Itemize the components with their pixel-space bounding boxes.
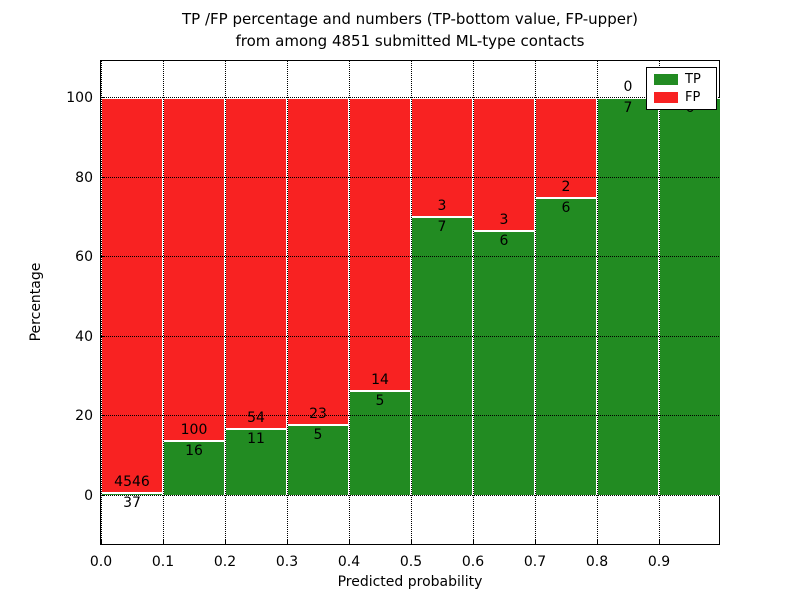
- fp-count-label: 0: [623, 79, 633, 95]
- x-tick: [535, 540, 536, 544]
- x-tick: [163, 540, 164, 544]
- bar-segment-tp: [597, 98, 659, 496]
- x-tick: [411, 540, 412, 544]
- legend-swatch-tp: [654, 74, 678, 85]
- y-tick-label: 0: [84, 488, 93, 504]
- x-tick: [101, 540, 102, 544]
- chart-title: TP /FP percentage and numbers (TP-bottom…: [100, 8, 720, 52]
- fp-count-label: 2: [561, 178, 571, 195]
- x-axis-label: Predicted probability: [337, 574, 483, 590]
- tp-count-label: 11: [247, 430, 265, 447]
- fp-count-label: 100: [180, 422, 208, 439]
- x-tick: [597, 540, 598, 544]
- y-gridline: [101, 256, 719, 258]
- y-tick: [101, 335, 105, 337]
- y-tick: [101, 415, 105, 417]
- y-tick-label: 20: [75, 408, 93, 425]
- y-tick: [101, 97, 105, 98]
- tp-count-label: 7: [437, 219, 447, 236]
- fp-count-label: 3: [437, 198, 447, 215]
- bar-segment-fp: [349, 98, 411, 392]
- tp-count-label: 37: [123, 494, 141, 511]
- legend: TP FP: [646, 67, 717, 110]
- bar-segment-tp: [349, 391, 411, 496]
- legend-entry: FP: [654, 91, 709, 104]
- y-tick-label: 100: [66, 90, 93, 106]
- bar-segment-fp: [225, 98, 287, 429]
- bar-segment-tp: [535, 197, 597, 496]
- bar-segment-tp: [473, 230, 535, 496]
- tp-count-label: 16: [185, 443, 203, 460]
- y-tick-label: 80: [75, 169, 93, 186]
- tp-count-label: 7: [623, 100, 633, 116]
- fp-count-label: 4546: [114, 473, 150, 490]
- x-gridline: [473, 61, 474, 544]
- y-tick: [101, 256, 105, 258]
- x-tick-label: 0.0: [89, 554, 113, 570]
- y-gridline: [101, 97, 719, 98]
- legend-label-tp: TP: [685, 72, 701, 87]
- x-gridline: [659, 61, 660, 544]
- y-gridline: [101, 415, 719, 417]
- x-tick: [287, 540, 288, 544]
- x-tick-label: 0.5: [399, 554, 423, 570]
- x-tick: [473, 540, 474, 544]
- x-tick-label: 0.2: [213, 554, 237, 570]
- y-tick-label: 60: [75, 249, 93, 266]
- y-axis-label: Percentage: [28, 262, 44, 342]
- bar-segment-tp: [287, 424, 349, 496]
- x-tick-label: 0.3: [275, 554, 299, 570]
- x-tick: [349, 540, 350, 544]
- x-gridline: [411, 61, 412, 544]
- y-gridline: [101, 335, 719, 337]
- x-gridline: [597, 61, 598, 544]
- tp-count-label: 5: [375, 393, 385, 410]
- x-gridline: [101, 61, 102, 544]
- bar-segment-fp: [287, 98, 349, 425]
- x-tick-label: 0.4: [337, 554, 361, 570]
- x-tick-label: 0.8: [585, 554, 609, 570]
- y-tick-label: 40: [75, 328, 93, 345]
- x-gridline: [225, 61, 226, 544]
- bar-segment-fp: [473, 98, 535, 231]
- y-tick: [101, 176, 105, 178]
- legend-label-fp: FP: [685, 90, 701, 105]
- bar-segment-fp: [535, 98, 597, 198]
- tp-count-label: 6: [561, 199, 571, 216]
- legend-entry: TP: [654, 73, 709, 86]
- chart-title-line1: TP /FP percentage and numbers (TP-bottom…: [182, 10, 638, 28]
- x-tick-label: 0.9: [647, 554, 671, 570]
- chart-title-line2: from among 4851 submitted ML-type contac…: [235, 32, 585, 50]
- fp-count-label: 14: [371, 372, 389, 389]
- fp-count-label: 3: [499, 211, 509, 228]
- tp-count-label: 5: [313, 426, 323, 443]
- y-gridline: [101, 495, 719, 496]
- y-tick: [101, 495, 105, 496]
- bar-segment-fp: [163, 98, 225, 442]
- bar-segment-tp: [659, 98, 721, 496]
- x-tick-label: 0.7: [523, 554, 547, 570]
- x-tick: [225, 540, 226, 544]
- x-gridline: [163, 61, 164, 544]
- x-tick-label: 0.1: [151, 554, 175, 570]
- bar-segment-tp: [411, 217, 473, 496]
- legend-swatch-fp: [654, 92, 678, 103]
- x-gridline: [287, 61, 288, 544]
- fp-count-label: 54: [247, 409, 265, 426]
- bar-segment-fp: [101, 98, 163, 493]
- y-gridline: [101, 176, 719, 178]
- x-gridline: [535, 61, 536, 544]
- x-tick-label: 0.6: [461, 554, 485, 570]
- fp-count-label: 23: [309, 405, 327, 422]
- x-tick: [659, 540, 660, 544]
- tp-count-label: 6: [499, 232, 509, 249]
- x-gridline: [349, 61, 350, 544]
